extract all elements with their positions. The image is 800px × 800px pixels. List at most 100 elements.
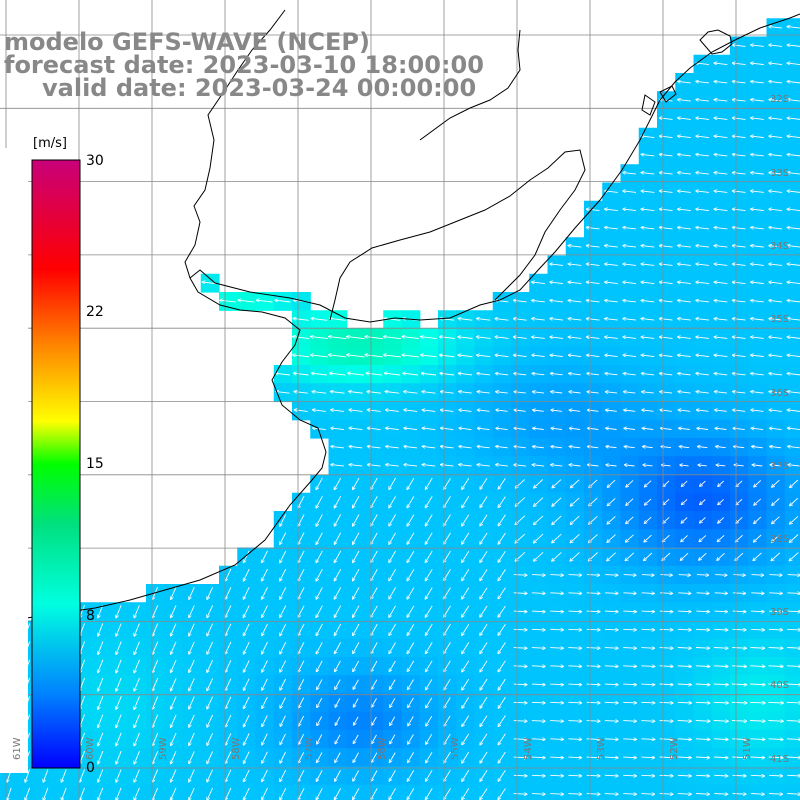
wind-arrow (604, 648, 618, 649)
field-cell (419, 784, 439, 800)
field-cell (602, 511, 622, 530)
wind-arrow (550, 684, 563, 685)
field-cell (693, 547, 713, 567)
field-cell (784, 365, 800, 384)
field-cell (784, 237, 800, 257)
field-cell (693, 511, 713, 530)
wind-arrow (531, 611, 545, 612)
field-cell (784, 36, 800, 56)
wind-arrow (568, 721, 581, 722)
wind-arrow (641, 794, 654, 795)
wind-arrow (513, 593, 527, 594)
wind-arrow (550, 702, 563, 703)
colorbar-tick-30: 30 (86, 153, 104, 169)
wind-arrow (623, 629, 636, 630)
wind-arrow (586, 648, 600, 649)
field-cell (766, 784, 786, 800)
lat-label: 41S (770, 754, 789, 765)
wind-arrow (513, 684, 527, 685)
field-cell (784, 328, 800, 348)
wind-arrow (531, 684, 545, 685)
wind-arrow (568, 684, 581, 685)
wind-arrow (550, 721, 563, 722)
wind-arrow (531, 702, 545, 703)
lagoa-mirim (641, 94, 656, 116)
field-cell (784, 438, 800, 457)
field-cell (784, 255, 800, 275)
wind-arrow (513, 648, 527, 649)
wind-arrow (513, 666, 527, 667)
wind-arrow (550, 794, 563, 795)
lat-label: 39S (770, 607, 789, 618)
wind-arrow (550, 757, 563, 758)
wind-arrow (715, 575, 726, 576)
wind-arrow (568, 575, 582, 576)
lon-label: 54W (523, 737, 534, 760)
field-cell (492, 547, 512, 567)
wind-arrow (641, 702, 654, 703)
wind-arrow (568, 739, 581, 740)
wind-arrow (623, 757, 636, 758)
field-cell (784, 73, 800, 92)
wind-arrow (531, 794, 545, 795)
wind-arrow (586, 684, 600, 685)
wind-arrow (623, 775, 636, 776)
wind-arrow (641, 721, 654, 722)
wind-arrow (550, 648, 563, 649)
field-cell (711, 474, 731, 494)
colorbar-tick-15: 15 (86, 456, 104, 472)
field-cell (584, 474, 603, 494)
lat-label: 34S (770, 241, 789, 252)
wind-arrow (513, 775, 527, 776)
wind-arrow (568, 629, 581, 630)
wind-arrow (531, 575, 545, 576)
wind-arrow (641, 739, 654, 740)
wind-arrow (751, 593, 763, 594)
wind-arrow (659, 593, 672, 594)
field-cell (711, 784, 731, 800)
wind-arrow (586, 593, 600, 594)
lon-label: 59W (158, 737, 169, 760)
lon-label: 55W (450, 737, 461, 760)
lat-label: 36S (770, 388, 789, 399)
wind-arrow (604, 794, 618, 795)
lat-label: 33S (770, 168, 789, 179)
wind-arrow (568, 593, 582, 594)
colorbar-tick-8: 8 (86, 608, 95, 624)
colorbar-unit: [m/s] (33, 136, 67, 151)
wind-arrow (623, 721, 636, 722)
wind-arrow (677, 794, 691, 795)
wind-arrow (531, 775, 545, 776)
wind-arrow (513, 702, 527, 703)
field-cell (784, 310, 800, 330)
wind-arrow (641, 684, 654, 685)
field-cell (766, 474, 786, 494)
field-cell (492, 784, 512, 800)
wind-arrow (623, 794, 636, 795)
wind-arrow (641, 648, 654, 649)
wind-arrow (586, 702, 600, 703)
wind-arrow (732, 593, 745, 594)
field-cell (383, 784, 403, 800)
title-valid-date: valid date: 2023-03-24 00:00:00 (42, 74, 476, 102)
field-cell (784, 529, 800, 549)
field-cell (401, 784, 421, 800)
field-cell (784, 164, 800, 184)
field-cell (657, 784, 676, 800)
wind-arrow (605, 593, 618, 594)
wind-arrow (660, 575, 672, 576)
field-cell (547, 784, 567, 800)
wind-arrow (531, 593, 545, 594)
field-cell (511, 511, 530, 530)
wind-arrow (513, 629, 527, 630)
lon-label: 60W (85, 737, 96, 760)
wind-arrow (568, 611, 582, 612)
wind-arrow (641, 757, 654, 758)
field-cell (784, 182, 800, 202)
field-cell (657, 529, 676, 549)
field-cell (784, 383, 800, 403)
field-cell (784, 273, 800, 293)
field-cell (748, 784, 768, 800)
lon-label: 52W (669, 737, 680, 760)
wind-arrow (750, 611, 764, 612)
